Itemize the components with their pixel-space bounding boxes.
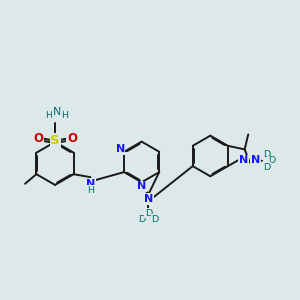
Text: H: H — [61, 111, 68, 120]
Text: N: N — [52, 107, 61, 117]
Text: N: N — [239, 155, 248, 165]
Text: N: N — [137, 182, 146, 191]
Text: D: D — [145, 209, 152, 218]
Text: N: N — [86, 179, 96, 189]
Text: D: D — [263, 163, 270, 172]
Text: H: H — [88, 186, 94, 195]
Text: D: D — [263, 150, 270, 159]
Text: D: D — [152, 215, 159, 224]
Text: D: D — [138, 215, 145, 224]
Text: S: S — [50, 134, 60, 147]
Text: O: O — [67, 132, 77, 145]
Text: O: O — [33, 132, 43, 145]
Text: D: D — [268, 156, 275, 165]
Text: N: N — [144, 194, 153, 204]
Text: N: N — [116, 144, 125, 154]
Text: N: N — [251, 155, 260, 165]
Text: H: H — [46, 111, 52, 120]
